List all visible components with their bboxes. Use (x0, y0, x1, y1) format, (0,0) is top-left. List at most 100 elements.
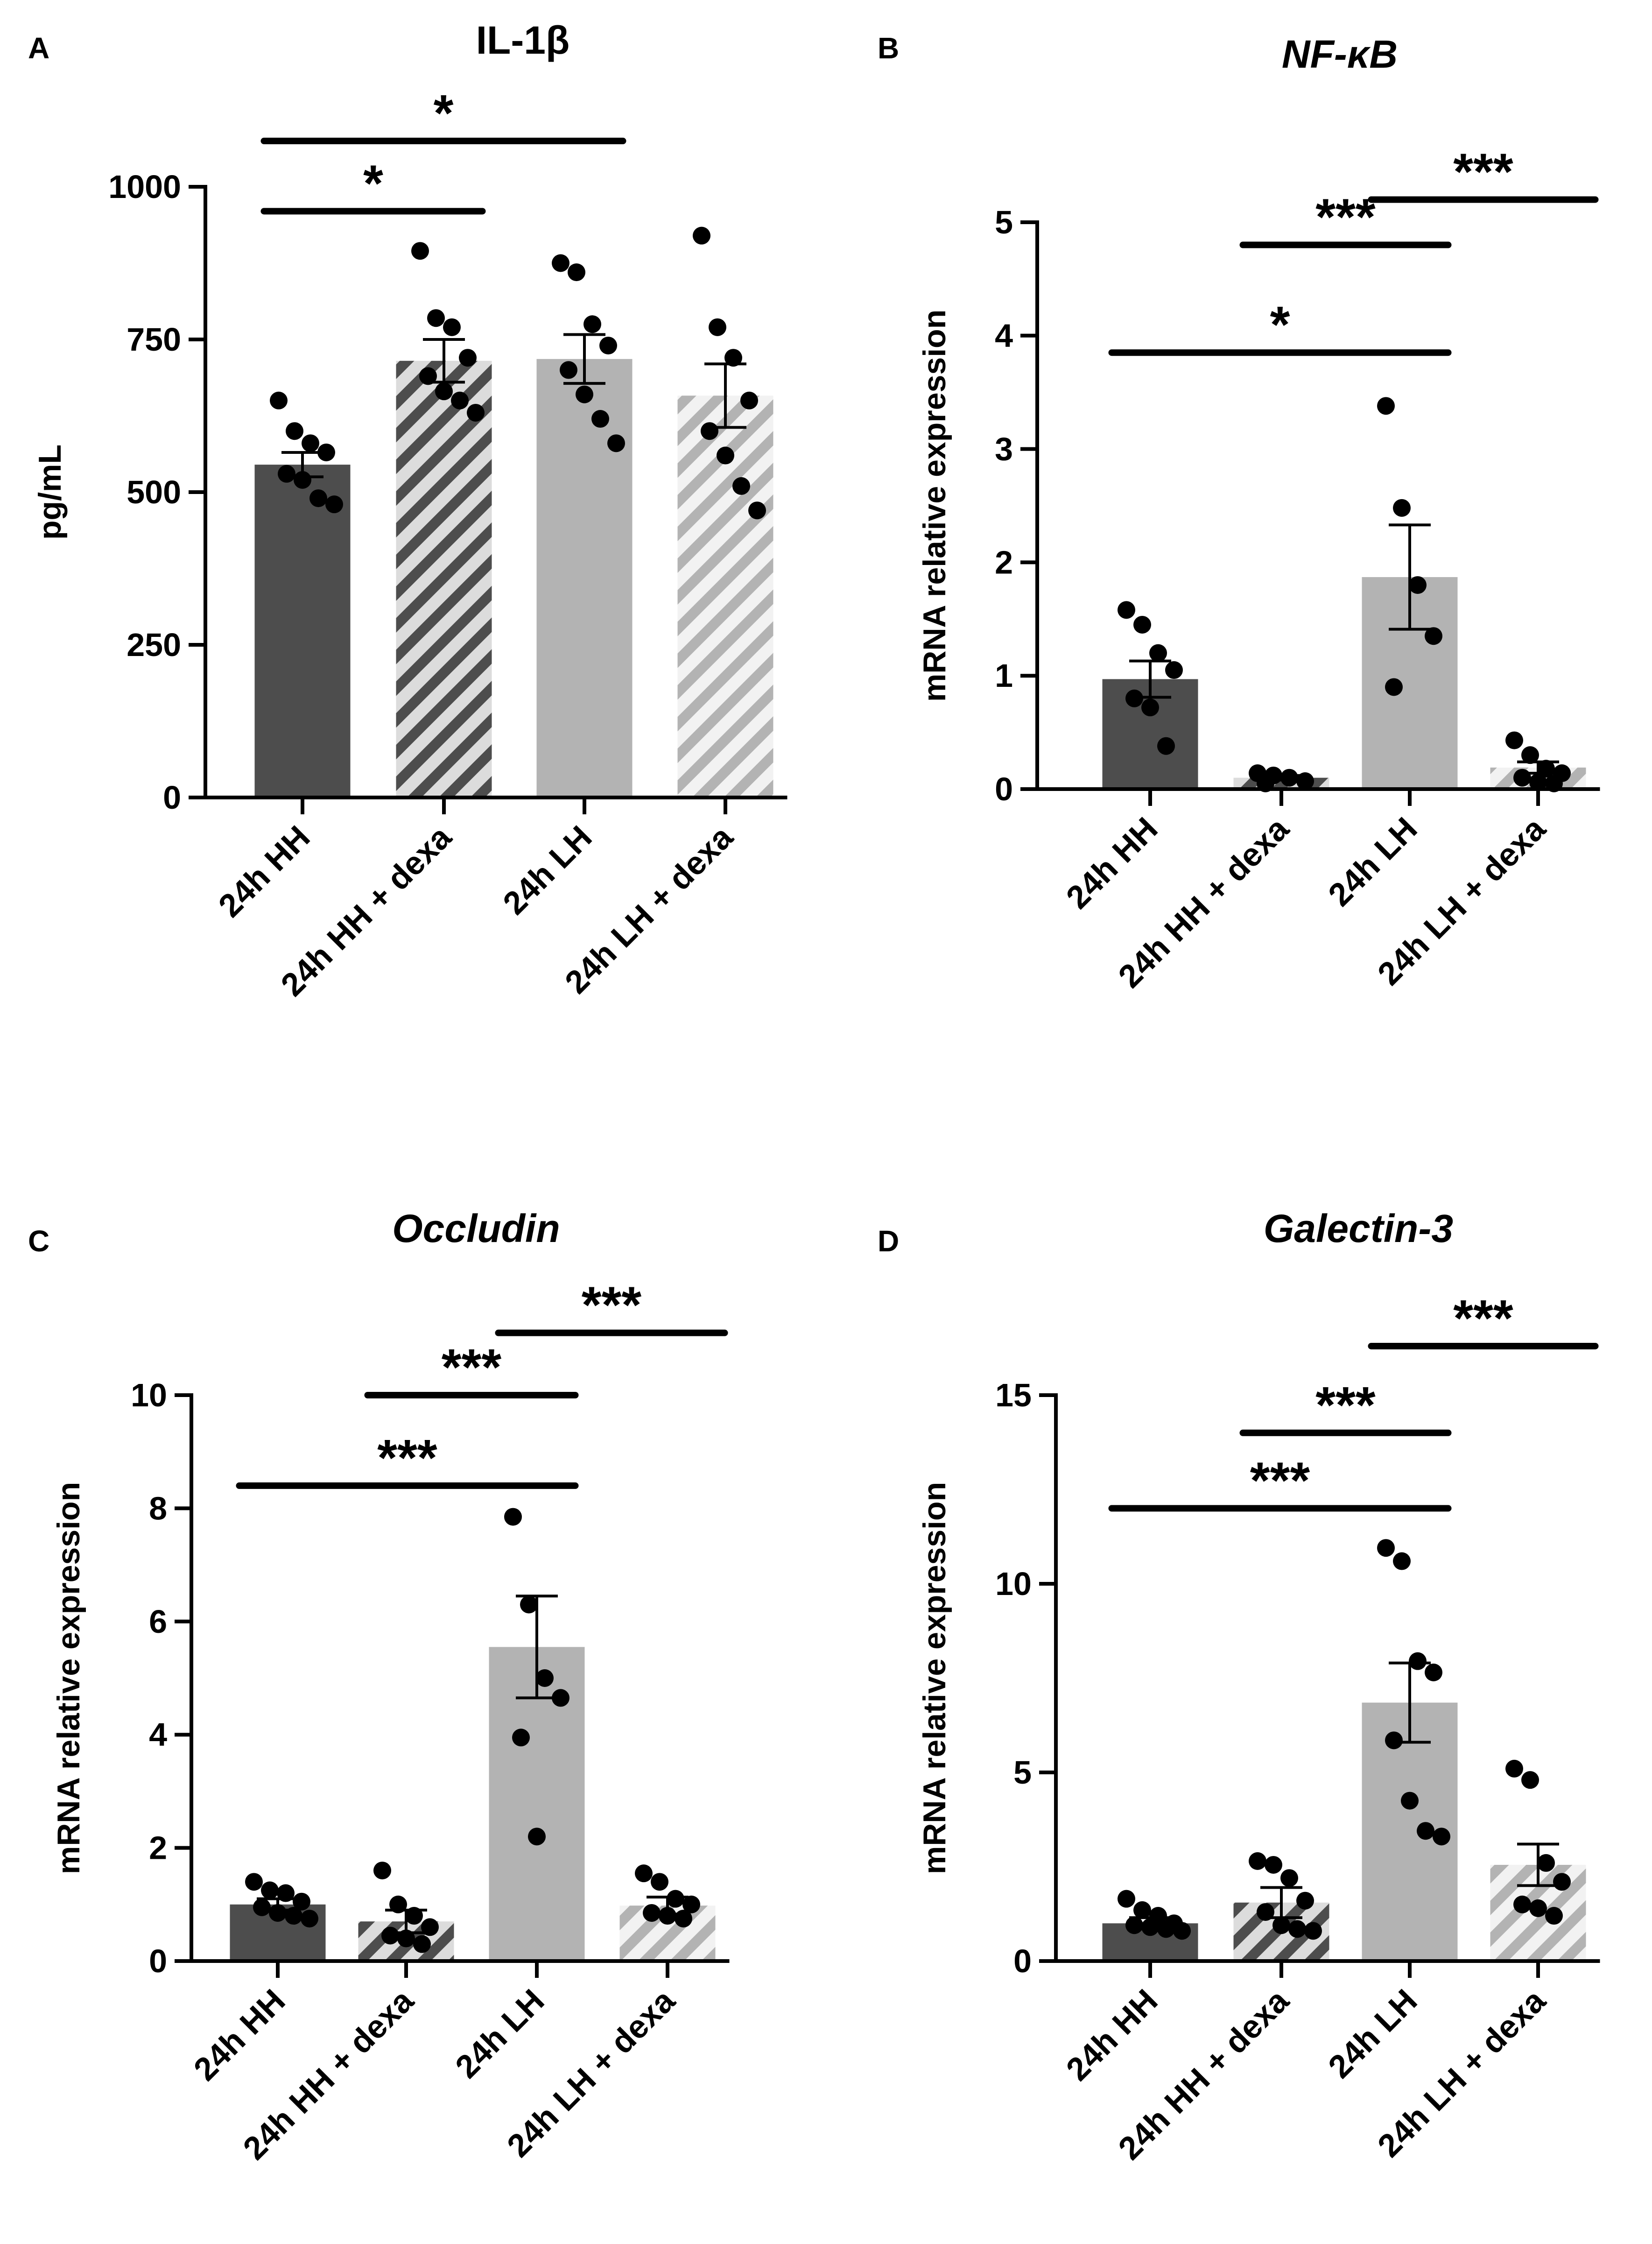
y-tick-label: 5 (1013, 1754, 1032, 1791)
x-tick-label: 24h HH (187, 1982, 292, 2088)
data-point (667, 1890, 684, 1908)
y-tick-label: 0 (995, 771, 1013, 807)
significance-label: *** (1453, 1290, 1513, 1347)
data-point (1133, 615, 1151, 634)
data-point (504, 1508, 522, 1526)
significance-label: *** (1315, 189, 1376, 246)
y-tick-label: 2 (149, 1830, 167, 1866)
data-point (1173, 1922, 1191, 1940)
significance-label: * (363, 155, 383, 212)
x-tick-label: 24h HH (1059, 1982, 1165, 2088)
data-point (302, 434, 319, 452)
data-point (1149, 644, 1167, 662)
significance-label: *** (582, 1277, 642, 1334)
data-point (278, 465, 295, 483)
y-axis-label: mRNA relative expression (917, 1482, 952, 1874)
y-tick-label: 0 (149, 1943, 167, 1979)
data-point (591, 410, 609, 428)
significance-label: *** (377, 1429, 437, 1487)
data-point (1393, 1552, 1411, 1570)
data-point (419, 367, 437, 385)
data-point (1249, 1852, 1266, 1870)
data-point (1118, 601, 1135, 619)
data-point (1529, 1899, 1547, 1917)
data-point (1529, 773, 1547, 791)
panel-letter: B (878, 31, 899, 65)
data-point (1505, 1759, 1523, 1778)
data-point (1505, 731, 1523, 749)
data-point (451, 391, 469, 409)
data-point (427, 309, 445, 327)
data-point (1537, 1854, 1555, 1872)
data-point (411, 242, 429, 260)
data-point (1296, 1891, 1314, 1910)
data-point (1393, 499, 1411, 517)
data-point (740, 391, 758, 409)
data-point (748, 501, 766, 520)
data-point (1118, 1890, 1135, 1908)
y-tick-label: 8 (149, 1490, 167, 1526)
data-point (435, 382, 453, 401)
data-point (635, 1864, 653, 1883)
panel-letter: D (878, 1224, 899, 1258)
data-point (512, 1729, 530, 1747)
data-point (1425, 1663, 1442, 1681)
bar-3 (536, 359, 633, 797)
data-point (1521, 1771, 1539, 1789)
y-tick-label: 0 (163, 779, 181, 816)
data-point (253, 1898, 271, 1916)
data-point (245, 1873, 263, 1891)
data-point (1521, 746, 1539, 764)
x-tick-label: 24h HH (211, 819, 317, 924)
data-point (536, 1669, 554, 1687)
y-tick-label: 4 (149, 1716, 167, 1753)
data-point (651, 1873, 668, 1891)
data-point (443, 318, 461, 336)
data-point (269, 1904, 287, 1922)
data-point (1385, 678, 1403, 696)
data-point (1165, 661, 1183, 679)
data-point (693, 226, 710, 245)
y-tick-label: 0 (1013, 1943, 1032, 1979)
x-tick-label: 24h HH (1059, 810, 1165, 916)
data-point (1288, 1920, 1306, 1938)
data-point (1553, 1873, 1571, 1891)
y-tick-label: 1000 (108, 169, 181, 205)
data-point (1272, 1916, 1290, 1934)
data-point (270, 391, 288, 409)
data-point (576, 385, 593, 403)
y-tick-label: 3 (995, 431, 1013, 467)
data-point (724, 349, 742, 367)
data-point (309, 489, 327, 508)
data-point (1385, 1731, 1403, 1750)
data-point (1409, 1652, 1427, 1670)
data-point (381, 1926, 399, 1945)
significance-label: *** (1250, 1452, 1310, 1509)
data-point (552, 254, 569, 272)
data-point (682, 1895, 700, 1913)
data-point (1377, 1539, 1395, 1557)
panel-letter: A (28, 31, 49, 65)
data-point (528, 1828, 546, 1846)
data-point (373, 1862, 391, 1880)
y-tick-label: 5 (995, 204, 1013, 240)
data-point (1513, 769, 1531, 787)
data-point (552, 1689, 569, 1707)
data-point (1425, 627, 1442, 645)
data-point (709, 318, 726, 336)
data-point (1157, 737, 1175, 755)
y-tick-label: 1 (995, 657, 1013, 694)
data-point (1141, 699, 1159, 717)
data-point (413, 1935, 431, 1953)
x-tick-label: 24h LH (448, 1982, 551, 2085)
data-point (1545, 1907, 1563, 1925)
y-axis-label: mRNA relative expression (917, 310, 952, 702)
data-point (732, 477, 750, 495)
x-tick-label: 24h LH (1321, 810, 1424, 913)
data-point (1280, 1869, 1298, 1887)
y-tick-label: 10 (995, 1566, 1032, 1602)
data-point (1409, 576, 1427, 594)
data-point (1401, 1792, 1419, 1810)
data-point (560, 361, 577, 379)
